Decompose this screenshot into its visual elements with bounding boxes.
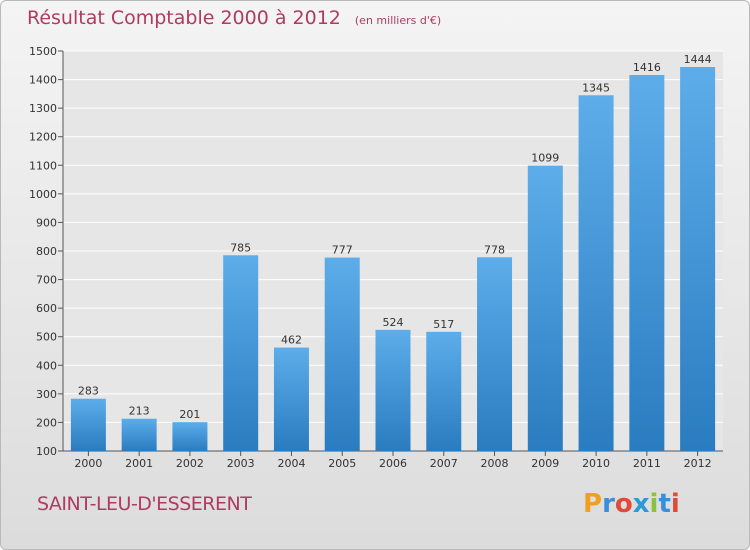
- logo-letter: o: [614, 489, 633, 519]
- x-tick-label: 2008: [481, 457, 509, 470]
- bar-2007: [426, 331, 462, 451]
- y-tick-label: 400: [36, 359, 57, 372]
- x-tick-label: 2000: [74, 457, 102, 470]
- data-label: 201: [179, 408, 200, 421]
- y-tick-label: 300: [36, 388, 57, 401]
- bar-2012: [680, 67, 716, 451]
- x-tick-label: 2004: [277, 457, 305, 470]
- logo-letter: r: [602, 489, 615, 519]
- bar-2002: [172, 422, 208, 451]
- x-tick-label: 2001: [125, 457, 153, 470]
- data-label: 1099: [531, 152, 559, 165]
- bar-2011: [629, 75, 665, 451]
- chart-subtitle: (en milliers d'€): [354, 14, 442, 27]
- bar-2008: [477, 257, 513, 451]
- x-tick-label: 2007: [430, 457, 458, 470]
- data-label: 778: [484, 243, 505, 256]
- data-label: 1444: [684, 53, 712, 66]
- y-tick-label: 200: [36, 416, 57, 429]
- y-tick-label: 500: [36, 331, 57, 344]
- data-label: 1345: [582, 81, 610, 94]
- bar-2005: [324, 257, 360, 451]
- y-tick-label: 1500: [29, 45, 57, 58]
- bar-2010: [578, 95, 614, 452]
- bar-2001: [121, 418, 157, 451]
- x-tick-label: 2012: [684, 457, 712, 470]
- y-tick-label: 800: [36, 245, 57, 258]
- place-name: SAINT-LEU-D'ESSERENT: [37, 493, 252, 515]
- x-tick-label: 2006: [379, 457, 407, 470]
- y-tick-label: 100: [36, 445, 57, 458]
- data-label: 777: [332, 244, 353, 257]
- x-tick-label: 2009: [531, 457, 559, 470]
- logo-letter: P: [583, 489, 603, 519]
- y-tick-label: 600: [36, 302, 57, 315]
- y-tick-label: 1000: [29, 188, 57, 201]
- y-tick-label: 1300: [29, 102, 57, 115]
- chart-header: Résultat Comptable 2000 à 2012 (en milli…: [27, 7, 441, 29]
- x-tick-label: 2010: [582, 457, 610, 470]
- y-tick-label: 1200: [29, 131, 57, 144]
- logo-letter: t: [658, 489, 671, 519]
- chart-title: Résultat Comptable 2000 à 2012: [27, 7, 341, 29]
- proxiti-logo: Proxiti: [583, 489, 680, 519]
- y-tick-label: 900: [36, 216, 57, 229]
- y-tick-label: 700: [36, 274, 57, 287]
- y-tick-label: 1100: [29, 159, 57, 172]
- bar-2004: [273, 347, 309, 451]
- data-label: 462: [281, 334, 302, 347]
- x-tick-label: 2002: [176, 457, 204, 470]
- logo-letter: x: [632, 489, 650, 519]
- bar-2003: [223, 255, 259, 451]
- x-tick-label: 2003: [227, 457, 255, 470]
- y-tick-label: 1400: [29, 74, 57, 87]
- data-label: 283: [78, 385, 99, 398]
- data-label: 213: [129, 405, 150, 418]
- data-label: 785: [230, 241, 251, 254]
- data-label: 1416: [633, 61, 661, 74]
- bar-2006: [375, 329, 411, 451]
- bar-2000: [70, 398, 106, 451]
- data-label: 524: [383, 316, 404, 329]
- data-label: 517: [433, 318, 454, 331]
- bar-2009: [527, 165, 563, 452]
- logo-letter: i: [670, 489, 680, 519]
- logo-letter: i: [649, 489, 659, 519]
- x-tick-label: 2011: [633, 457, 661, 470]
- x-tick-label: 2005: [328, 457, 356, 470]
